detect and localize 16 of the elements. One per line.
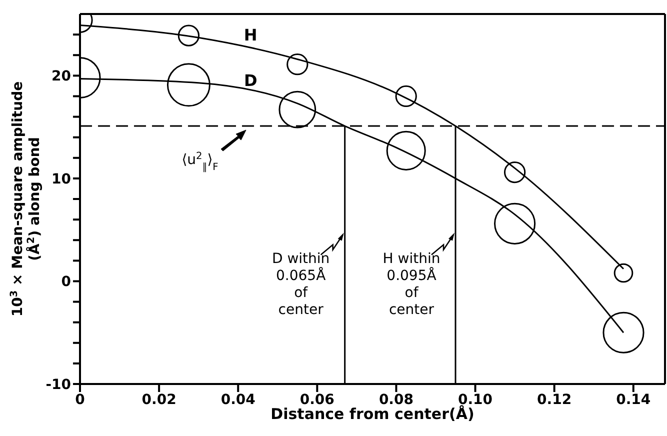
ref-line-label: H within 0.095Å of center [382, 250, 440, 318]
ref-line-label: D within 0.065Å of center [272, 250, 330, 318]
x-tick-label: 0.04 [220, 392, 256, 408]
x-tick-label: 0.02 [142, 392, 176, 408]
x-tick-label: 0.14 [616, 392, 651, 408]
y-tick-label: 10 [52, 171, 72, 188]
series-label: H [244, 26, 258, 45]
y-tick-label: 0 [61, 274, 72, 290]
ref-line-label: ⟨u$^{2}$$_{∥}$⟩$_{F}$ [182, 150, 219, 173]
y-tick-label: -10 [46, 376, 72, 393]
x-tick-label: 0.06 [300, 392, 334, 408]
x-tick-label: 0.08 [378, 392, 414, 408]
x-tick-label: 0.12 [537, 392, 572, 408]
x-tick-label: 0 [75, 392, 86, 408]
series-label: D [244, 70, 258, 90]
y-tick-label: 20 [52, 68, 72, 85]
